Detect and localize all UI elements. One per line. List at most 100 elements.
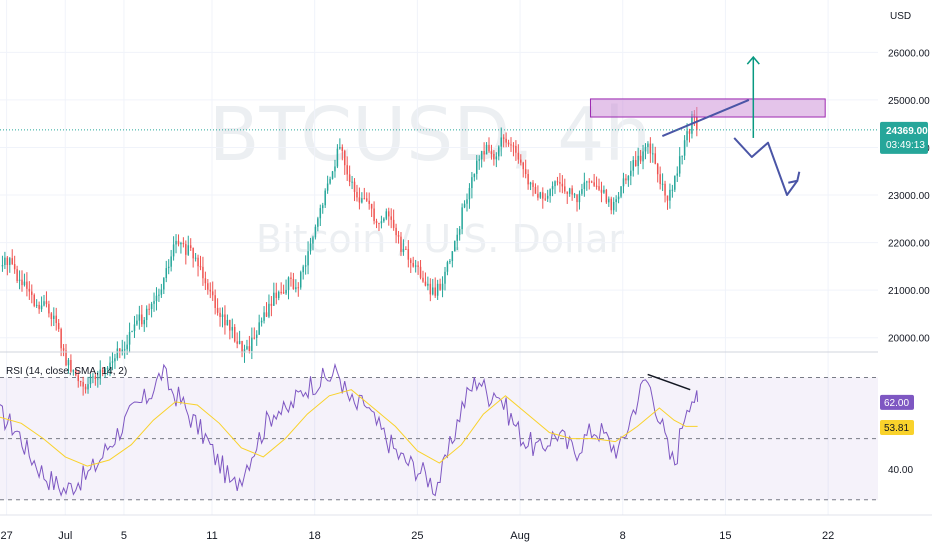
candle-body (26, 281, 28, 289)
candle-body (578, 193, 581, 203)
candle-body (150, 303, 153, 310)
candle-body (520, 159, 522, 163)
candle-body (182, 242, 185, 245)
rsi-indicator-label[interactable]: RSI (14, close, SMA, 14, 2) (6, 366, 127, 377)
candle-body (422, 277, 424, 282)
candle-body (175, 240, 177, 245)
candle-body (512, 145, 515, 147)
candle-body (414, 265, 417, 267)
candle-body (608, 198, 610, 203)
candle-body (236, 341, 238, 344)
candle-body (417, 265, 419, 267)
candle-body (375, 221, 378, 224)
candle-body (483, 151, 485, 155)
candle-body (630, 170, 632, 176)
price-axis-background (878, 0, 932, 515)
candle-body (317, 218, 319, 227)
candle-body (253, 337, 256, 339)
candle-body (153, 301, 155, 304)
candle-body (224, 314, 226, 326)
candle-body (612, 201, 615, 211)
candle-body (4, 257, 6, 266)
candle-body (275, 292, 278, 299)
price-trend-line[interactable] (661, 98, 750, 137)
candle-body (31, 291, 33, 295)
candle-body (461, 207, 463, 230)
candle-body (214, 295, 216, 308)
candle-body (101, 369, 104, 373)
candle-body (436, 283, 439, 296)
candle-body (490, 151, 493, 154)
candle-body (163, 278, 165, 290)
candle-body (187, 245, 190, 255)
candle-body (566, 191, 568, 194)
candles (1, 106, 698, 396)
candle-body (539, 192, 542, 198)
candle-body (434, 287, 436, 296)
time-tick-label: 5 (121, 530, 127, 542)
candle-body (50, 313, 53, 319)
candle-body (321, 205, 324, 209)
candle-body (402, 248, 405, 252)
candle-body (97, 378, 99, 380)
candle-body (441, 283, 444, 290)
candle-body (495, 156, 498, 160)
candle-body (334, 166, 336, 172)
candle-body (549, 189, 551, 196)
candle-body (471, 177, 473, 189)
candle-body (622, 178, 625, 187)
time-tick-label: Aug (510, 530, 530, 542)
resistance-zone[interactable] (589, 98, 826, 118)
candle-body (268, 303, 270, 317)
projection-path[interactable] (733, 137, 799, 196)
candle-body (561, 183, 564, 187)
candle-body (270, 303, 273, 306)
candle-body (204, 278, 207, 284)
candle-body (571, 188, 573, 195)
candle-body (551, 186, 554, 190)
rsi-panel (0, 362, 878, 501)
candle-body (84, 386, 87, 390)
candle-body (23, 281, 26, 286)
candle-body (681, 155, 683, 157)
price-tick-label: 20000.00 (888, 334, 930, 345)
candle-body (229, 320, 231, 331)
time-axis[interactable]: 27 Jul 5 11 18 25 Aug 8 15 22 (0, 530, 834, 542)
candle-body (38, 304, 40, 310)
candle-body (177, 240, 180, 245)
sma-value-label: 53.81 (884, 423, 909, 434)
candle-body (6, 257, 9, 265)
candle-body (126, 344, 128, 350)
candle-body (507, 142, 510, 145)
candle-body (478, 159, 480, 161)
candle-body (368, 200, 370, 204)
candle-body (488, 144, 490, 152)
axes: 26000.0025000.0024000.0023000.0022000.00… (880, 48, 930, 476)
candle-body (573, 194, 576, 196)
candle-body (341, 147, 344, 151)
last-price-badge (880, 121, 928, 154)
candle-body (568, 188, 571, 194)
candle-body (62, 348, 65, 351)
candle-body (72, 370, 75, 372)
candle-body (370, 203, 373, 209)
candle-body (605, 189, 608, 203)
rsi-divergence-line[interactable] (647, 373, 691, 391)
sma-value-badge (880, 419, 914, 435)
candle-body (263, 312, 265, 321)
candle-body (639, 155, 642, 162)
candle-body (106, 367, 109, 370)
candle-body (145, 308, 148, 320)
candle-body (238, 340, 241, 344)
candle-body (637, 155, 639, 167)
candle-body (392, 219, 395, 228)
candle-body (485, 144, 488, 155)
candle-body (109, 362, 111, 368)
candle-body (439, 283, 441, 290)
candle-body (617, 196, 620, 200)
candle-body (385, 211, 388, 219)
candle-body (116, 348, 119, 359)
candle-body (671, 189, 674, 191)
candle-body (11, 258, 13, 265)
